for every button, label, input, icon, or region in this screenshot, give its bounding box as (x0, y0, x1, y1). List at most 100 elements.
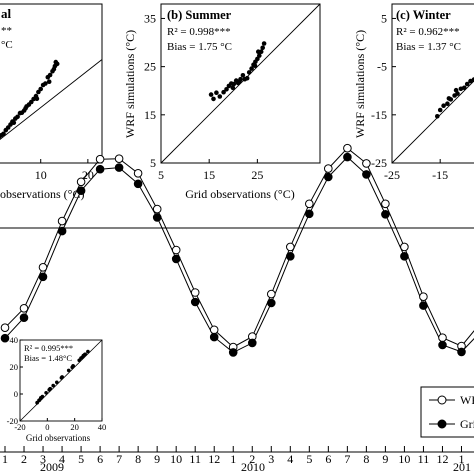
panel-a-point (51, 66, 57, 72)
inset-point (66, 368, 71, 373)
panel-b-point (211, 96, 216, 102)
panel-a-title: al (1, 6, 12, 21)
series-wrf-marker (419, 292, 428, 302)
month-tick-label: 2 (21, 452, 27, 466)
panel-b-point (224, 87, 229, 92)
series-wrf-marker (114, 154, 124, 163)
month-tick-label: 11 (418, 452, 430, 466)
inset-point (47, 388, 51, 392)
inset-ytick-label: 0 (14, 389, 18, 399)
panel-b-points (208, 41, 267, 102)
panel-c-yticks: -25 -15 -5 5 (371, 11, 396, 170)
month-tick-label: 6 (97, 452, 103, 466)
panel-a-reference-line (0, 59, 103, 141)
inset-point (60, 375, 64, 379)
inset-xticks: -20 0 20 40 (14, 418, 106, 432)
panel-b-point (217, 94, 223, 99)
month-tick-label: 1 (458, 452, 464, 466)
panel-c-xtick-label: -25 (384, 168, 400, 182)
panel-a-point (1, 131, 6, 137)
inset-ytick-label: -20 (7, 416, 18, 426)
panel-b-point (246, 70, 252, 75)
panel-a-point (47, 72, 53, 78)
series-wrf-marker (76, 177, 86, 187)
legend-frame (420, 386, 474, 438)
series-grid-marker (438, 340, 447, 350)
panel-b-point (221, 89, 226, 95)
inset-bias: Bias = 1.48°C (24, 353, 72, 363)
inset-frame (19, 339, 103, 422)
month-tick-label: 1 (230, 452, 236, 466)
panel-c-reference-line (391, 80, 474, 164)
month-tick-label: 10 (170, 452, 182, 466)
panel-b-xtick-label: 25 (251, 168, 263, 182)
legend-wrf-label: WF (460, 393, 474, 407)
panel-a-xlabel: observations (°C) (0, 187, 84, 201)
year-label-2010: 2010 (241, 460, 265, 474)
series-grid-marker (305, 209, 314, 219)
panel-c-point (446, 96, 452, 101)
series-grid-marker (190, 297, 200, 307)
series-grid-marker (152, 213, 162, 222)
inset-xtick-label: 20 (70, 422, 79, 432)
series-grid-marker (286, 251, 295, 261)
panel-a-point (43, 81, 48, 86)
panel-a-annual: 10 20 al ** °C observations (°C) (0, 3, 103, 201)
series-grid-marker (381, 210, 390, 219)
panel-b-title: (b) Summer (167, 8, 232, 22)
panel-a-points (0, 59, 60, 140)
panel-b-point (261, 41, 267, 46)
series-grid-marker (343, 152, 352, 162)
panel-b-point (252, 63, 258, 68)
month-tick-label: 8 (135, 452, 141, 466)
panel-a-point (53, 59, 59, 65)
month-tick-label: 5 (78, 452, 84, 466)
panel-c-r2: R² = 0.962*** (396, 26, 460, 38)
inset-xlabel: Grid observations (26, 433, 91, 443)
series-grid-marker (19, 313, 29, 323)
series-grid-marker (0, 333, 10, 343)
series-wrf-marker (19, 304, 29, 313)
panel-c-title: (c) Winter (396, 8, 451, 22)
panel-b-ylabel: WRF simulations (°C) (123, 30, 137, 138)
month-tick-label: 11 (189, 452, 201, 466)
panel-b-ytick-label: 15 (144, 108, 156, 122)
panel-a-xticks: 10 20 (35, 159, 94, 182)
panel-b-yticks: 5 15 25 35 (144, 11, 165, 170)
series-wrf-marker (267, 289, 276, 299)
panel-d-timeseries: 123456789101112123456789101112123 2009 2… (0, 143, 474, 474)
inset-ytick-label: 40 (10, 335, 19, 345)
panel-c-ylabel: WRF simulations (°C) (353, 30, 367, 138)
series-wrf-marker (38, 263, 48, 272)
panel-b-point (257, 53, 262, 58)
panel-b-ytick-label: 5 (150, 156, 156, 170)
series-wrf-marker (0, 323, 10, 333)
panel-b-bias: Bias = 1.75 °C (167, 41, 232, 53)
series-grid-marker (400, 251, 409, 261)
panel-a-point (15, 114, 20, 120)
series-grid-marker (267, 298, 276, 308)
panel-b-point (244, 75, 250, 81)
month-tick-label: 7 (116, 452, 122, 466)
series-wrf-marker (286, 242, 295, 252)
series-wrf-marker (95, 154, 105, 164)
panel-b-point (214, 90, 219, 95)
inset-point (44, 391, 48, 395)
series-wrf-marker (190, 288, 200, 297)
panel-c-xtick-label: -15 (432, 168, 448, 182)
series-grid-marker (114, 163, 124, 172)
panel-d-frame (0, 227, 474, 453)
panel-b-xtick-label: 5 (158, 168, 164, 182)
panel-c-ytick-label: -5 (377, 60, 387, 74)
month-tick-label: 5 (306, 452, 312, 466)
panel-b-reference-line (160, 3, 321, 164)
inset-xtick-label: 0 (45, 422, 49, 432)
panel-b-point (231, 81, 237, 87)
inset-xtick-label: 40 (98, 422, 107, 432)
inset-point (51, 383, 55, 388)
series-wrf-markers (0, 143, 466, 352)
series-grid-marker (95, 164, 105, 174)
panel-c-point (435, 114, 440, 119)
panel-d-year-labels: 2009 2010 201 (40, 460, 471, 474)
month-tick-label: 2 (249, 452, 255, 466)
